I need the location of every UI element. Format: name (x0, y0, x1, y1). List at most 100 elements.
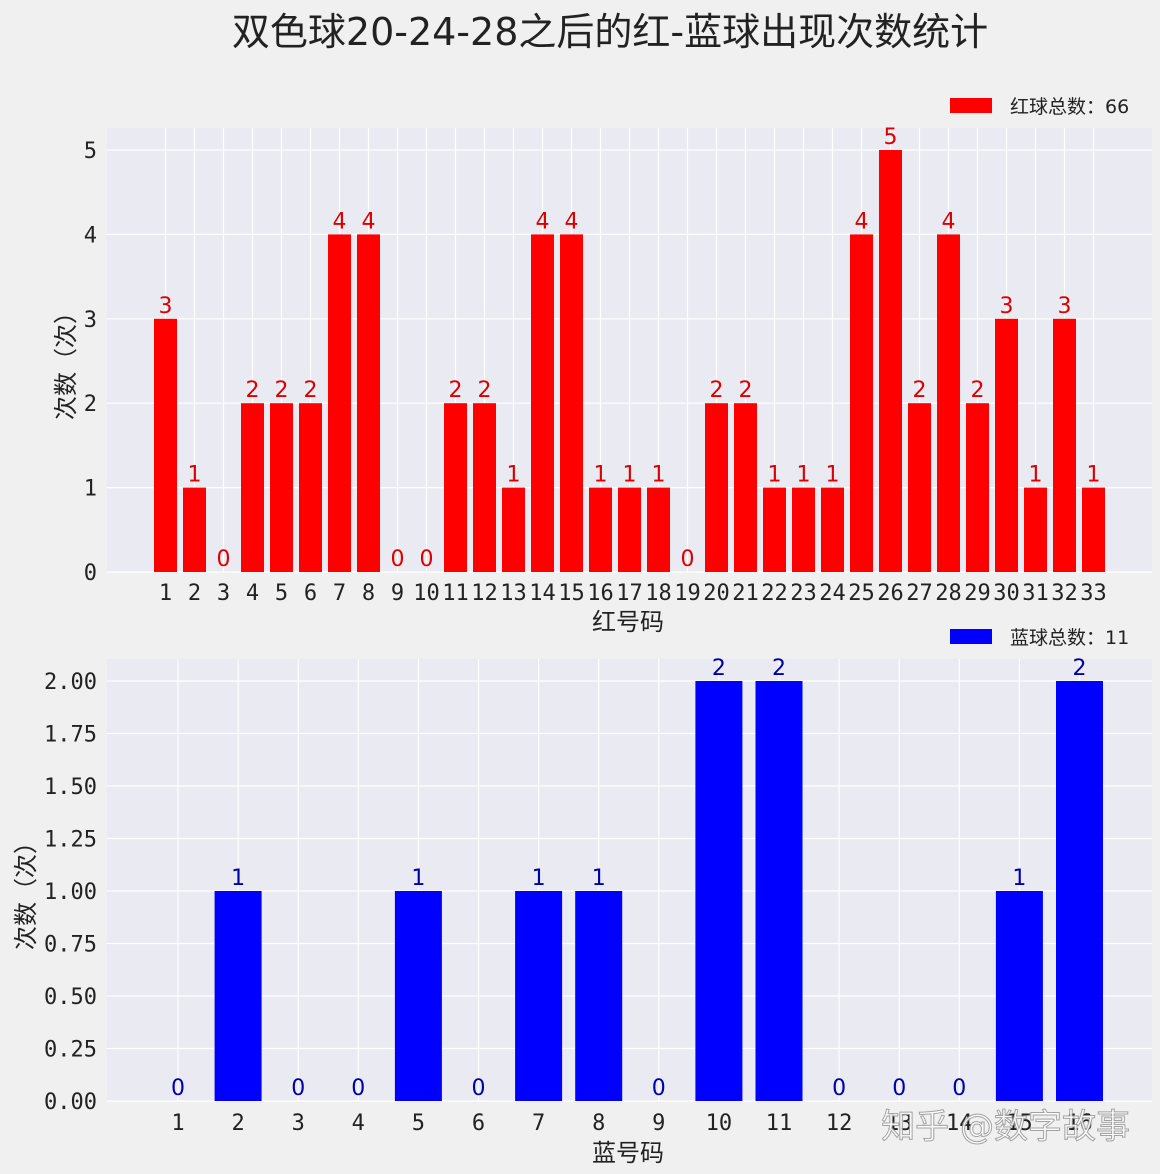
data-labels: 0 1 0 0 1 0 1 1 0 2 2 0 0 0 1 2 (171, 656, 1087, 1101)
data-label-2: 1 (231, 866, 245, 891)
x-tick-25: 25 (848, 581, 875, 606)
x-tick-26: 26 (877, 581, 904, 606)
data-label-6: 0 (472, 1076, 486, 1101)
x-tick-3: 3 (292, 1111, 305, 1136)
bar-10 (695, 681, 743, 1101)
bar-17 (618, 487, 641, 572)
bar-4 (241, 403, 264, 572)
plot-area (107, 659, 1152, 1101)
y-tick-labels: 0 1 2 3 4 5 (84, 139, 97, 586)
legend-swatch (950, 629, 992, 644)
data-label-8: 4 (362, 209, 376, 234)
x-tick-5: 5 (275, 581, 288, 606)
x-tick-14: 14 (529, 581, 556, 606)
data-label-7: 1 (532, 866, 546, 891)
data-label-8: 1 (592, 866, 606, 891)
bar-16 (1056, 681, 1103, 1101)
data-label-11: 2 (449, 378, 463, 403)
bar-20 (705, 403, 728, 572)
bar-7 (515, 891, 563, 1101)
bar-24 (821, 487, 844, 572)
legend: 蓝球总数：11 (950, 627, 1129, 649)
x-tick-11: 11 (766, 1111, 793, 1136)
data-label-31: 1 (1029, 463, 1043, 488)
x-tick-6: 6 (304, 581, 317, 606)
data-label-12: 0 (832, 1076, 846, 1101)
bar-23 (792, 487, 815, 572)
x-tick-6: 6 (472, 1111, 485, 1136)
y-tick-1.00: 1.00 (44, 880, 97, 905)
x-tick-19: 19 (674, 581, 701, 606)
x-tick-21: 21 (732, 581, 759, 606)
data-label-32: 3 (1058, 294, 1072, 319)
x-tick-7: 7 (532, 1111, 545, 1136)
data-label-15: 4 (565, 209, 579, 234)
bar-31 (1024, 487, 1047, 572)
data-label-1: 3 (159, 294, 173, 319)
legend-label: 红球总数：66 (1010, 96, 1129, 118)
x-tick-12: 12 (826, 1111, 853, 1136)
bar-8 (575, 891, 623, 1101)
data-label-28: 4 (942, 209, 956, 234)
y-tick-labels: 0.00 0.25 0.50 0.75 1.00 1.25 1.50 1.75 2.00 (44, 670, 97, 1115)
data-label-24: 1 (826, 463, 840, 488)
x-tick-15: 15 (1006, 1111, 1033, 1136)
x-tick-18: 18 (645, 581, 672, 606)
bar-13 (502, 487, 525, 572)
y-tick-0: 0 (84, 561, 97, 586)
x-tick-3: 3 (217, 581, 230, 606)
x-tick-4: 4 (246, 581, 259, 606)
bar-21 (734, 403, 757, 572)
data-label-22: 1 (768, 463, 782, 488)
x-tick-13: 13 (886, 1111, 913, 1136)
x-tick-16: 16 (1066, 1111, 1093, 1136)
data-label-10: 0 (420, 547, 434, 572)
x-tick-labels: 1 2 3 4 5 6 7 8 9 10 11 12 13 14 15 16 (171, 1111, 1092, 1136)
x-tick-27: 27 (906, 581, 933, 606)
y-tick-1.25: 1.25 (44, 828, 97, 853)
x-tick-31: 31 (1022, 581, 1049, 606)
x-tick-2: 2 (231, 1111, 244, 1136)
legend: 红球总数：66 (950, 96, 1129, 118)
bar-29 (966, 403, 989, 572)
watermark: 知乎 @数字故事 (881, 1107, 1130, 1147)
bar-8 (357, 234, 380, 572)
bar-18 (647, 487, 670, 572)
y-axis-label: 次数（次） (12, 830, 40, 950)
data-label-19: 0 (681, 547, 695, 572)
data-label-5: 2 (275, 378, 289, 403)
bars (214, 681, 1103, 1101)
x-axis-label: 红号码 (592, 608, 664, 636)
data-label-9: 0 (391, 547, 405, 572)
y-tick-4: 4 (84, 223, 97, 248)
bar-2 (214, 891, 262, 1101)
bar-25 (850, 234, 873, 572)
data-label-1: 0 (171, 1076, 185, 1101)
x-tick-4: 4 (352, 1111, 365, 1136)
data-label-30: 3 (1000, 294, 1014, 319)
data-label-3: 0 (217, 547, 231, 572)
y-tick-0.75: 0.75 (44, 933, 97, 958)
x-tick-30: 30 (993, 581, 1020, 606)
bar-5 (270, 403, 293, 572)
legend-swatch (950, 98, 992, 113)
x-tick-14: 14 (946, 1111, 973, 1136)
data-label-25: 4 (855, 209, 869, 234)
x-tick-5: 5 (412, 1111, 425, 1136)
bar-15 (560, 234, 583, 572)
x-tick-8: 8 (362, 581, 375, 606)
data-label-21: 2 (739, 378, 753, 403)
bar-12 (473, 403, 496, 572)
x-tick-15: 15 (558, 581, 585, 606)
x-tick-10: 10 (413, 581, 440, 606)
x-tick-23: 23 (790, 581, 817, 606)
data-label-3: 0 (291, 1076, 305, 1101)
data-label-13: 1 (507, 463, 521, 488)
data-label-33: 1 (1087, 463, 1101, 488)
bar-30 (995, 318, 1018, 572)
x-tick-7: 7 (333, 581, 346, 606)
